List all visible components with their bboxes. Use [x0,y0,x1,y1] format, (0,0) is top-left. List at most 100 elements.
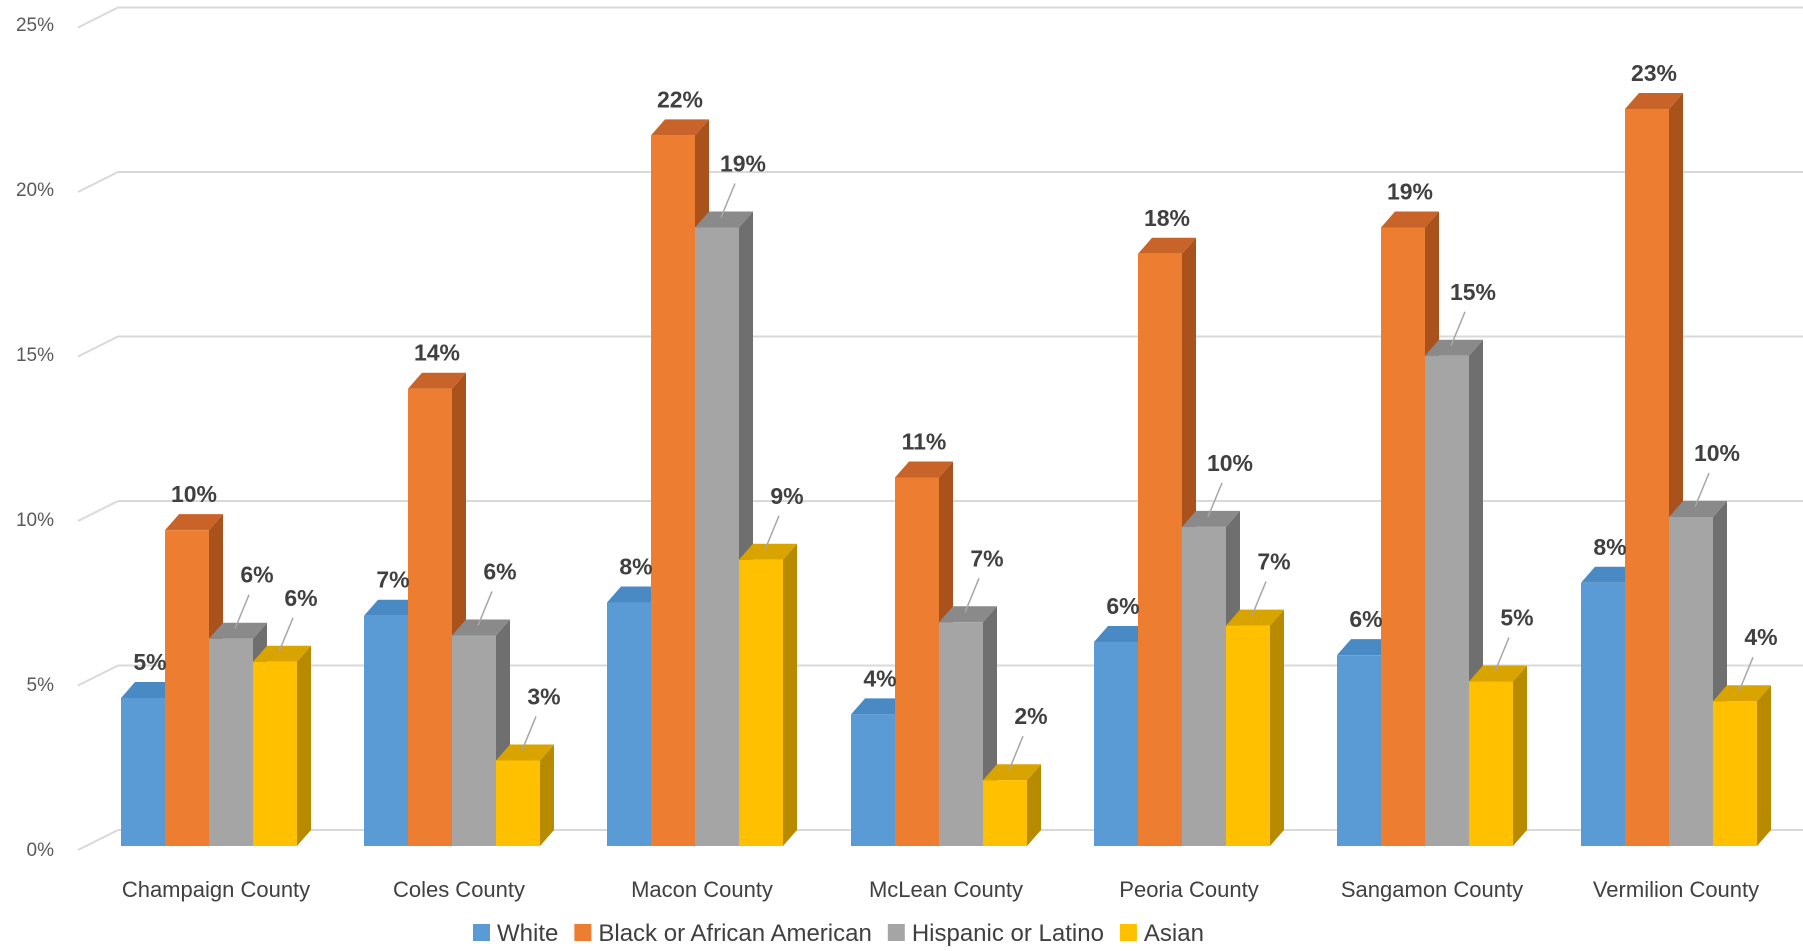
data-label: 4% [1744,624,1777,650]
category-label: Macon County [631,877,773,902]
data-label: 6% [483,558,516,584]
y-tick-label: 15% [16,345,54,366]
bar-front [1381,227,1425,847]
bars [121,93,1771,847]
bar-front [1469,681,1513,846]
bar-front [939,622,983,846]
legend-swatch [887,924,905,941]
bar-front [408,388,452,846]
bar-front [209,638,253,846]
bar-front [364,615,408,846]
bar-front [1226,625,1270,846]
bar-top [1337,639,1395,656]
data-label: 10% [171,481,217,507]
bar-top [1226,609,1284,626]
category-label: Peoria County [1119,877,1258,902]
data-label: 4% [863,665,896,691]
bar-asian-4 [1226,609,1284,846]
bar-front [739,559,783,846]
bar-front [253,661,297,846]
data-label: 9% [770,483,803,509]
category-label: Champaign County [122,877,310,902]
legend-swatch [574,924,592,941]
leader-line [1694,472,1710,508]
data-label: 6% [1349,606,1382,632]
y-axis: 0% 5% 10% 15% 20% 25% [16,15,54,861]
y-tick-label: 20% [16,180,54,201]
legend-label: Asian [1144,920,1204,947]
data-label: 8% [619,554,652,580]
leader-line [477,591,493,626]
bar-top [983,764,1041,781]
bar-top [1138,237,1196,254]
gridline-slant [77,335,119,358]
bar-top [739,543,797,560]
category-label: Vermilion County [1593,877,1759,902]
bar-front [452,635,496,846]
leader-line [764,515,780,551]
category-label: Coles County [393,877,525,902]
data-label: 19% [720,150,766,176]
leader-line [1494,637,1510,672]
bar-front [1094,642,1138,846]
bar-front [121,697,165,846]
bar-top [209,622,267,639]
legend: White Black or African American Hispanic o… [473,920,1204,947]
gridline-slant [77,500,119,522]
bar-top [1581,566,1639,583]
data-label: 11% [902,429,947,455]
bar-front [1138,253,1182,847]
bar-black-or-african-american-1 [408,372,466,846]
bar-side [297,645,311,846]
bar-front [1581,582,1625,846]
data-label: 5% [133,649,166,675]
data-label: 14% [414,340,460,366]
data-label: 23% [1631,60,1677,86]
data-label: 7% [970,545,1003,571]
bar-hispanic-or-latino-2 [695,211,753,847]
bar-front [895,477,939,846]
bar-top [408,372,466,389]
leader-line [521,716,537,751]
leader-line [720,183,736,218]
bar-top [1469,665,1527,682]
data-label: 7% [1257,549,1290,575]
bar-top [364,599,422,616]
bar-front [1182,526,1226,846]
bar-asian-6 [1713,685,1771,846]
bar-top [851,698,909,715]
bar-top [496,744,554,761]
gridline-slant [77,829,119,851]
leader-line [964,577,980,613]
bar-side [540,744,554,846]
data-label: 15% [1450,279,1496,305]
bar-asian-5 [1469,665,1527,846]
bar-top [253,645,311,662]
bar-front [1337,655,1381,846]
y-tick-label: 10% [16,510,54,531]
bar-side [1027,764,1041,846]
bar-front [851,714,895,846]
data-label: 6% [240,562,273,588]
bar-hispanic-or-latino-4 [1182,510,1240,846]
bar-front [607,602,651,846]
legend-item: Hispanic or Latino [887,920,1104,947]
leader-line [1738,656,1754,692]
gridline-slant [77,6,119,29]
legend-item: Asian [1119,920,1204,947]
data-label: 8% [1593,534,1626,560]
bar-asian-1 [496,744,554,846]
data-label: 5% [1500,605,1533,631]
legend-label: White [497,920,558,947]
bar-top [165,514,223,531]
bar-black-or-african-american-0 [165,514,223,846]
category-label: Sangamon County [1341,877,1523,902]
bar-top [1625,93,1683,110]
legend-swatch [1119,924,1137,941]
legend-label: Black or African American [598,920,871,947]
bar-front [1713,701,1757,846]
data-label: 2% [1014,703,1047,729]
bar-side [1513,665,1527,846]
data-label: 19% [1387,178,1433,204]
